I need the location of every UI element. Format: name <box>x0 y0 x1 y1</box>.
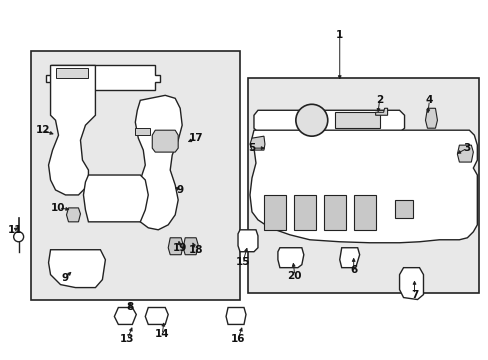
Polygon shape <box>114 307 136 324</box>
Polygon shape <box>375 108 387 115</box>
Text: 8: 8 <box>126 302 134 311</box>
Text: 9: 9 <box>176 185 183 195</box>
Polygon shape <box>253 110 404 132</box>
Bar <box>353 195 375 230</box>
Text: 14: 14 <box>155 329 169 339</box>
Polygon shape <box>456 145 472 162</box>
Polygon shape <box>168 238 183 255</box>
Polygon shape <box>183 238 198 255</box>
Text: 16: 16 <box>230 334 245 345</box>
Polygon shape <box>152 130 178 152</box>
Polygon shape <box>83 175 148 222</box>
Text: 13: 13 <box>120 334 134 345</box>
Polygon shape <box>48 250 105 288</box>
Text: 3: 3 <box>463 143 470 153</box>
Polygon shape <box>145 307 168 324</box>
Circle shape <box>14 232 23 242</box>
Bar <box>293 195 315 230</box>
Polygon shape <box>249 136 264 150</box>
Text: 10: 10 <box>51 203 66 213</box>
Polygon shape <box>56 68 88 78</box>
Polygon shape <box>225 307 245 324</box>
Text: 19: 19 <box>173 243 187 253</box>
Polygon shape <box>48 66 95 195</box>
Polygon shape <box>399 268 423 300</box>
Circle shape <box>295 104 327 136</box>
Polygon shape <box>135 95 182 230</box>
Text: 6: 6 <box>349 265 357 275</box>
Polygon shape <box>45 66 160 90</box>
Bar <box>264 195 285 230</box>
Text: 20: 20 <box>287 271 302 281</box>
Bar <box>323 195 345 230</box>
Polygon shape <box>66 208 81 222</box>
Bar <box>247 78 478 293</box>
Text: 11: 11 <box>7 225 22 235</box>
Polygon shape <box>249 130 476 243</box>
Polygon shape <box>277 248 303 268</box>
Text: 2: 2 <box>375 95 383 105</box>
Text: 15: 15 <box>235 257 250 267</box>
Text: 4: 4 <box>425 95 432 105</box>
Polygon shape <box>425 108 437 128</box>
Text: 5: 5 <box>248 143 255 153</box>
Text: 18: 18 <box>188 245 203 255</box>
Polygon shape <box>339 248 359 268</box>
Text: 17: 17 <box>188 133 203 143</box>
Text: 9: 9 <box>62 273 69 283</box>
Bar <box>334 112 379 128</box>
Bar <box>31 50 240 300</box>
Text: 12: 12 <box>35 125 50 135</box>
Text: 1: 1 <box>335 30 343 40</box>
Bar <box>394 200 412 218</box>
Text: 7: 7 <box>410 289 417 300</box>
Polygon shape <box>135 128 150 135</box>
Polygon shape <box>238 230 258 252</box>
